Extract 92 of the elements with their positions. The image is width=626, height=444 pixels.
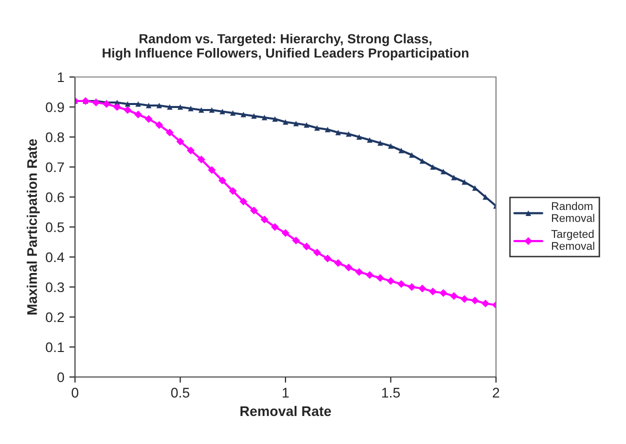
point	[92, 98, 100, 106]
y-tick-label: 0.1	[46, 342, 64, 352]
point	[428, 288, 437, 296]
point	[430, 164, 436, 170]
point	[462, 179, 468, 185]
y-tick-label: 0.5	[46, 222, 64, 232]
point	[124, 101, 130, 107]
point	[460, 295, 468, 303]
point	[386, 277, 395, 285]
point	[420, 158, 426, 164]
point	[439, 289, 448, 297]
point	[282, 119, 288, 125]
point	[324, 126, 330, 132]
point	[144, 115, 153, 123]
point	[260, 216, 268, 224]
legend-label: Random Removal	[552, 202, 594, 222]
point	[409, 152, 415, 158]
point	[240, 112, 246, 118]
point	[251, 113, 257, 119]
point	[134, 110, 142, 118]
point	[186, 146, 195, 154]
point	[113, 103, 122, 111]
y-tick-label: 0.9	[46, 102, 64, 112]
point	[346, 131, 352, 137]
point	[366, 137, 372, 143]
point	[271, 223, 279, 231]
point	[176, 138, 184, 146]
point	[198, 107, 204, 113]
point	[356, 134, 362, 140]
point	[408, 283, 416, 291]
point	[188, 106, 194, 112]
y-tick-label: 0.7	[46, 162, 64, 172]
x-tick-label: 1	[282, 388, 289, 398]
y-axis-title: Maximal Participation Rate	[26, 139, 40, 314]
y-tick-label: 1	[58, 72, 64, 82]
point	[156, 102, 162, 108]
point	[102, 100, 111, 108]
y-tick-label: 0.4	[46, 252, 64, 262]
legend-label: Targeted Removal	[551, 230, 594, 250]
point	[239, 198, 248, 206]
point	[146, 102, 152, 108]
point	[228, 187, 237, 195]
point	[166, 104, 173, 110]
x-tick-label: 2	[492, 388, 500, 398]
point	[262, 114, 268, 120]
point	[313, 248, 322, 256]
point	[482, 300, 490, 308]
point	[344, 264, 353, 272]
point	[451, 174, 457, 180]
point	[376, 274, 384, 282]
point	[397, 280, 406, 288]
point	[272, 116, 278, 122]
point	[197, 156, 206, 164]
point	[208, 166, 216, 174]
x-tick-label: 1.5	[382, 388, 400, 398]
point	[355, 268, 364, 276]
point	[292, 236, 300, 244]
point	[304, 122, 310, 128]
point	[135, 101, 141, 107]
point	[177, 104, 184, 110]
y-tick-label: 0.2	[46, 312, 64, 322]
point	[209, 107, 215, 113]
point	[314, 125, 320, 131]
point	[218, 176, 226, 184]
x-axis-title: Removal Rate	[240, 406, 331, 416]
point	[293, 120, 299, 126]
chart-title: Random vs. Targeted: Hierarchy, Strong Class, High Influence Followers, Unified Leaders Proparticipation	[102, 34, 468, 60]
point	[398, 148, 404, 154]
y-tick-label: 0	[57, 372, 64, 382]
point	[335, 130, 341, 136]
x-tick-label: 0	[72, 388, 78, 398]
point	[302, 242, 310, 250]
point	[324, 254, 332, 262]
point	[155, 121, 164, 129]
point	[418, 284, 426, 292]
point	[230, 110, 236, 116]
y-tick-label: 0.3	[46, 282, 64, 292]
point	[450, 292, 458, 300]
x-tick-label: 0.5	[171, 388, 190, 398]
point	[334, 259, 342, 267]
point	[166, 128, 174, 136]
point	[220, 108, 226, 114]
point	[124, 106, 132, 114]
point	[250, 206, 258, 214]
point	[366, 271, 374, 279]
y-tick-label: 0.6	[46, 192, 64, 202]
y-tick-label: 0.8	[46, 132, 64, 142]
point	[388, 143, 394, 149]
point	[377, 140, 384, 146]
point	[471, 296, 479, 304]
point	[440, 168, 446, 174]
point	[282, 229, 290, 237]
